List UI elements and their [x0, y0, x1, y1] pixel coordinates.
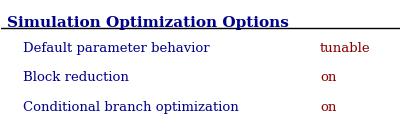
Text: Conditional branch optimization: Conditional branch optimization [23, 101, 239, 114]
Text: on: on [320, 71, 336, 84]
Text: Block reduction: Block reduction [23, 71, 129, 84]
Text: Simulation Optimization Options: Simulation Optimization Options [6, 16, 288, 30]
Text: tunable: tunable [320, 42, 371, 55]
Text: on: on [320, 101, 336, 114]
Text: Default parameter behavior: Default parameter behavior [23, 42, 210, 55]
